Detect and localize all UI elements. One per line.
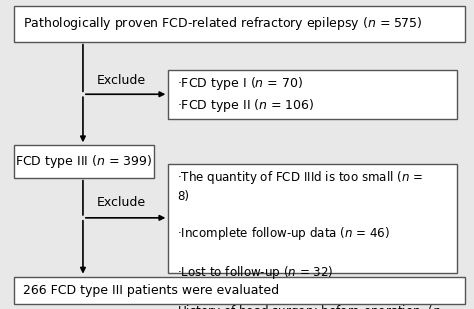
Text: Pathologically proven FCD-related refractory epilepsy ($n$ = 575): Pathologically proven FCD-related refrac…	[23, 15, 422, 32]
Text: ·The quantity of FCD IIId is too small ($n$ =
8)

·Incomplete follow-up data ($n: ·The quantity of FCD IIId is too small (…	[177, 169, 441, 309]
FancyBboxPatch shape	[168, 164, 457, 273]
Text: 266 FCD type III patients were evaluated: 266 FCD type III patients were evaluated	[23, 284, 279, 297]
Text: FCD type III ($n$ = 399): FCD type III ($n$ = 399)	[16, 153, 153, 170]
Text: Exclude: Exclude	[96, 196, 146, 209]
Text: ·FCD type I ($n$ = 70)
·FCD type II ($n$ = 106): ·FCD type I ($n$ = 70) ·FCD type II ($n$…	[177, 75, 314, 114]
Text: Exclude: Exclude	[96, 74, 146, 87]
FancyBboxPatch shape	[14, 277, 465, 304]
FancyBboxPatch shape	[14, 6, 465, 42]
FancyBboxPatch shape	[168, 70, 457, 119]
FancyBboxPatch shape	[14, 145, 154, 178]
